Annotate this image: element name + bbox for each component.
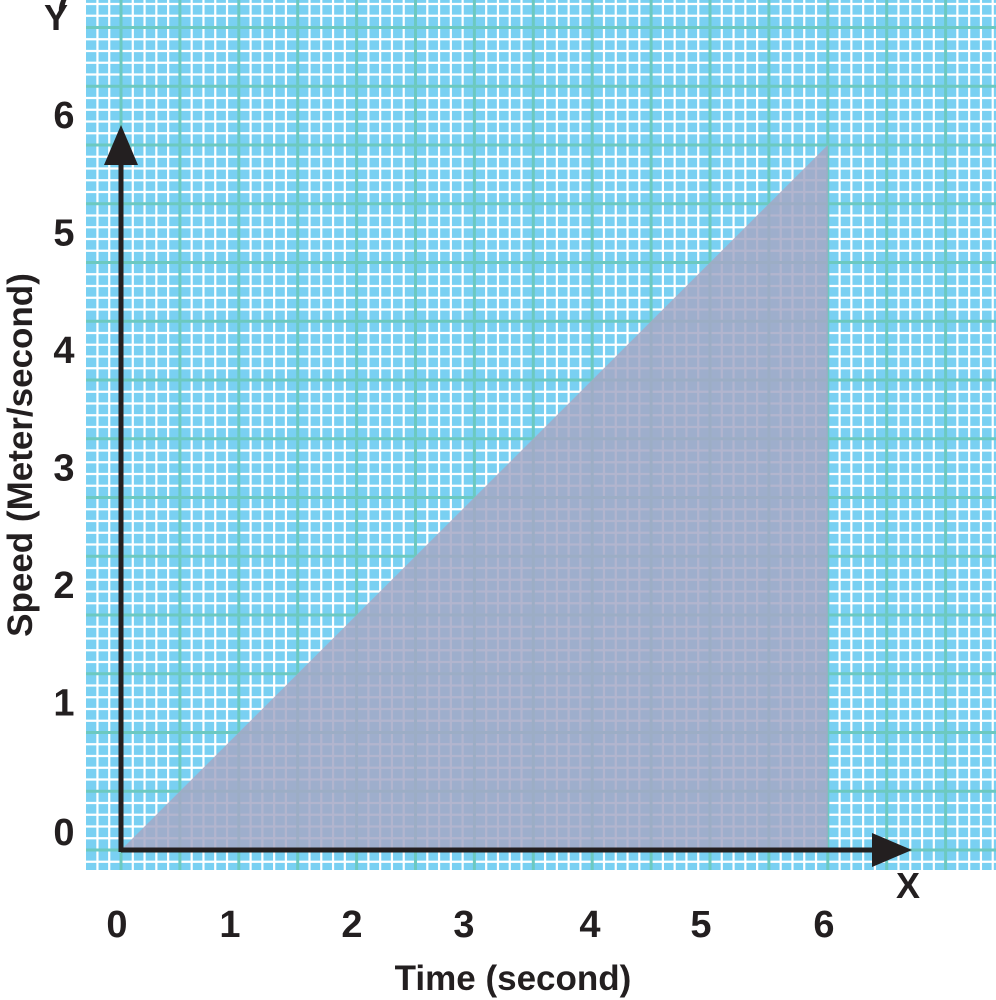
y-tick-label-3: 3 [53, 448, 74, 490]
x-tick-label-3: 3 [453, 904, 474, 946]
y-tick-labels: 0 1 2 3 4 5 6 7 [53, 0, 74, 854]
y-tick-label-7: 7 [53, 0, 74, 20]
x-axis-arrowhead [872, 833, 912, 867]
y-tick-label-1: 1 [53, 683, 74, 725]
x-tick-label-0: 0 [106, 904, 127, 946]
x-tick-label-1: 1 [219, 904, 240, 946]
x-tick-label-5: 5 [690, 904, 711, 946]
y-axis-arrowhead [104, 125, 138, 165]
x-axis-letter: X [896, 865, 920, 906]
x-tick-label-4: 4 [579, 904, 600, 946]
y-tick-label-6: 6 [53, 95, 74, 137]
x-axis-title: Time (second) [395, 959, 632, 998]
y-axis-title: Speed (Meter/second) [1, 273, 40, 637]
axes [104, 125, 912, 867]
x-tick-label-6: 6 [813, 904, 834, 946]
shaded-area-under-line [121, 145, 828, 850]
y-tick-label-2: 2 [53, 565, 74, 607]
y-tick-label-0: 0 [53, 812, 74, 854]
y-tick-label-5: 5 [53, 213, 74, 255]
x-tick-label-2: 2 [341, 904, 362, 946]
y-axis-letter: Y [44, 0, 68, 38]
x-tick-labels: 0 1 2 3 4 5 6 [106, 904, 834, 946]
y-tick-label-4: 4 [53, 330, 74, 372]
